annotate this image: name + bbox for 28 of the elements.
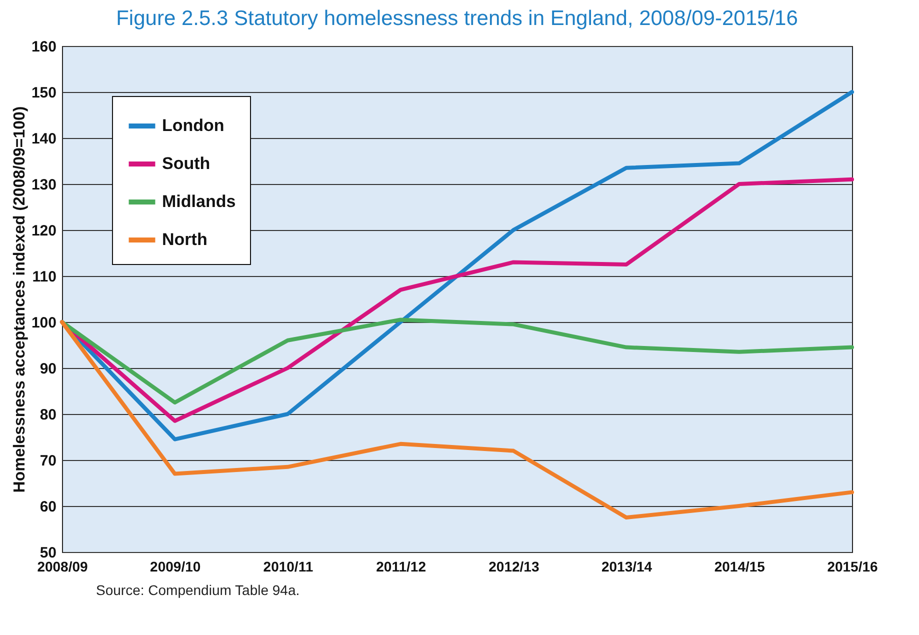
y-tick-label: 120	[31, 222, 56, 240]
x-tick-label: 2012/13	[488, 558, 540, 574]
chart-title: Figure 2.5.3 Statutory homelessness trends in England, 2008/09-2015/16	[116, 7, 798, 30]
legend-label: Midlands	[162, 192, 236, 211]
y-tick-label: 140	[31, 130, 56, 148]
y-tick-label: 130	[31, 176, 56, 194]
line-series	[60, 320, 854, 520]
y-axis-title: Homelessness acceptances indexed (2008/09=100)	[11, 106, 28, 493]
x-tick-label: 2009/10	[150, 558, 201, 574]
x-tick-label: 2015/16	[827, 558, 878, 574]
y-tick-label: 110	[32, 268, 56, 286]
legend-label: London	[162, 116, 224, 135]
y-tick-label: 60	[40, 498, 56, 516]
y-tick-label: 150	[31, 84, 56, 102]
y-tick-label: 160	[31, 38, 56, 56]
source-note: Source: Compendium Table 94a.	[96, 582, 301, 598]
y-tick-label: 100	[31, 314, 56, 332]
x-tick-label: 2011/12	[376, 558, 426, 574]
y-tick-label: 50	[40, 544, 56, 562]
x-tick-label: 2014/15	[714, 558, 766, 574]
y-tick-label: 80	[40, 406, 56, 424]
legend-label: South	[162, 154, 210, 173]
x-tick-label: 2013/14	[601, 558, 652, 574]
y-tick-label: 70	[40, 452, 56, 470]
x-tick-label: 2008/09	[37, 558, 88, 574]
x-tick-label: 2010/11	[263, 558, 314, 574]
legend-label: North	[162, 230, 208, 249]
y-tick-label: 90	[40, 360, 56, 378]
